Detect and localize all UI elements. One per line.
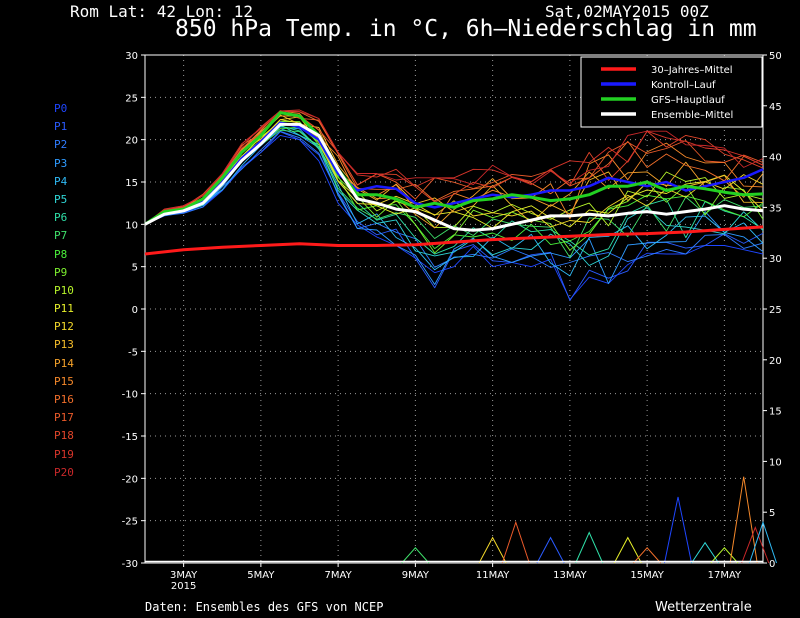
y-right-tick-label: 40 xyxy=(769,153,782,164)
member-label-p18: P18 xyxy=(54,429,74,443)
brand-label: Wetterzentrale xyxy=(655,600,752,615)
y-right-tick-label: 30 xyxy=(769,254,782,265)
legend-label: GFS–Hauptlauf xyxy=(651,95,725,106)
y-right-tick-label: 35 xyxy=(769,203,782,214)
precip-spike xyxy=(664,496,693,564)
y-right-tick-label: 25 xyxy=(769,305,782,316)
member-label-p14: P14 xyxy=(54,356,74,370)
member-line-p17 xyxy=(144,111,764,225)
control-run-line xyxy=(144,121,764,226)
x-tick-label: 5MAY xyxy=(247,570,275,581)
y-left-tick-label: -25 xyxy=(122,517,138,528)
member-label-p2: P2 xyxy=(54,138,68,152)
y-left-tick-label: 15 xyxy=(125,178,138,189)
y-right-tick-label: 10 xyxy=(769,457,782,468)
y-left-tick-label: 10 xyxy=(125,220,138,231)
precip-spike xyxy=(741,526,770,564)
main-run-line xyxy=(144,111,764,226)
run-datetime: Sat,02MAY2015 00Z xyxy=(545,2,709,21)
y-left-tick-label: 30 xyxy=(125,51,138,62)
chart-title: 850 hPa Temp. in °C, 6h–Niederschlag in … xyxy=(175,16,757,42)
y-right-tick-label: 20 xyxy=(769,356,782,367)
member-label-p15: P15 xyxy=(54,374,74,388)
member-line-p16 xyxy=(144,110,764,225)
y-right-tick-label: 45 xyxy=(769,102,782,113)
member-label-p4: P4 xyxy=(54,174,68,188)
member-line-p2 xyxy=(144,130,764,268)
data-source: Daten: Ensembles des GFS von NCEP xyxy=(145,600,384,614)
member-line-p0 xyxy=(144,134,764,300)
member-label-p11: P11 xyxy=(54,302,74,316)
member-label-p17: P17 xyxy=(54,411,74,425)
y-left-tick-label: -15 xyxy=(122,432,138,443)
member-line-p20 xyxy=(144,110,764,225)
x-tick-label: 11MAY xyxy=(476,570,510,581)
x-tick-label: 9MAY xyxy=(402,570,430,581)
precip-spike xyxy=(749,520,777,564)
member-label-p20: P20 xyxy=(54,465,74,479)
y-right-tick-label: 0 xyxy=(769,559,775,570)
precip-spike xyxy=(613,536,642,564)
y-left-tick-label: -5 xyxy=(128,347,138,358)
y-left-tick-label: -30 xyxy=(122,559,138,570)
precip-spike xyxy=(575,531,604,564)
y-left-tick-label: -20 xyxy=(122,474,138,485)
member-label-p6: P6 xyxy=(54,211,68,225)
member-line-p19 xyxy=(144,109,764,225)
x-tick-sublabel: 2015 xyxy=(171,581,196,592)
x-tick-label: 15MAY xyxy=(630,570,664,581)
y-right-tick-label: 5 xyxy=(769,508,775,519)
legend-label: 30–Jahres–Mittel xyxy=(651,65,733,76)
climate-mean-line xyxy=(144,225,764,256)
y-left-tick-label: 25 xyxy=(125,93,138,104)
member-label-p1: P1 xyxy=(54,120,68,134)
y-left-tick-label: 0 xyxy=(132,305,138,316)
member-list: P0 P1 P2 P3 P4 P5 P6 P7 P8 P9 P10 P11 P12 P13 P14 P15 P1… xyxy=(54,100,74,482)
member-line-p14 xyxy=(144,115,764,229)
member-line-p8 xyxy=(144,126,764,250)
member-label-p0: P0 xyxy=(54,102,68,115)
member-label-p3: P3 xyxy=(54,156,68,170)
y-left-tick-label: 20 xyxy=(125,136,138,147)
precip-spike xyxy=(633,547,662,564)
legend-label: Kontroll–Lauf xyxy=(651,80,716,91)
precip-spike xyxy=(536,536,565,564)
member-line-p4 xyxy=(144,126,764,277)
member-label-p8: P8 xyxy=(54,247,68,261)
member-label-p7: P7 xyxy=(54,229,68,243)
member-label-p10: P10 xyxy=(54,283,74,297)
x-tick-label: 17MAY xyxy=(708,570,742,581)
x-tick-label: 3MAY xyxy=(170,570,198,581)
x-tick-label: 13MAY xyxy=(553,570,587,581)
precip-spike xyxy=(729,476,758,564)
precip-spike xyxy=(691,541,719,564)
location-header: Rom Lat: 42 Lon: 12 xyxy=(70,2,254,21)
member-label-p5: P5 xyxy=(54,192,68,206)
y-right-tick-label: 50 xyxy=(769,51,782,62)
member-label-p12: P12 xyxy=(54,320,74,334)
y-right-tick-label: 15 xyxy=(769,407,782,418)
precip-spike xyxy=(710,547,739,564)
member-label-p9: P9 xyxy=(54,265,68,279)
ensemble-mean-line xyxy=(144,122,764,232)
y-left-tick-label: 5 xyxy=(132,263,138,274)
member-label-p13: P13 xyxy=(54,338,74,352)
precip-spike xyxy=(478,536,507,564)
y-left-tick-label: -10 xyxy=(122,390,138,401)
precip-spike xyxy=(501,520,530,564)
legend-label: Ensemble–Mittel xyxy=(651,110,733,121)
member-label-p19: P19 xyxy=(54,447,74,461)
precip-spike xyxy=(401,547,430,564)
x-tick-label: 7MAY xyxy=(325,570,353,581)
member-label-p16: P16 xyxy=(54,393,74,406)
